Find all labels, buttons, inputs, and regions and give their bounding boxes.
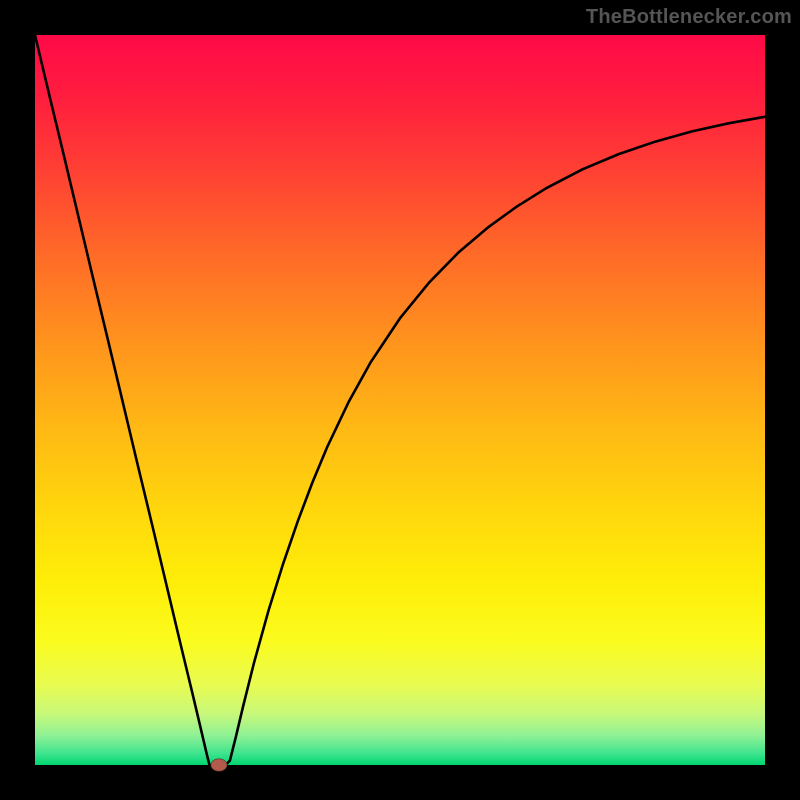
optimum-marker bbox=[211, 759, 227, 771]
plot-background bbox=[35, 35, 765, 765]
chart-svg bbox=[0, 0, 800, 800]
chart-container: TheBottlenecker.com bbox=[0, 0, 800, 800]
watermark-text: TheBottlenecker.com bbox=[586, 6, 792, 29]
